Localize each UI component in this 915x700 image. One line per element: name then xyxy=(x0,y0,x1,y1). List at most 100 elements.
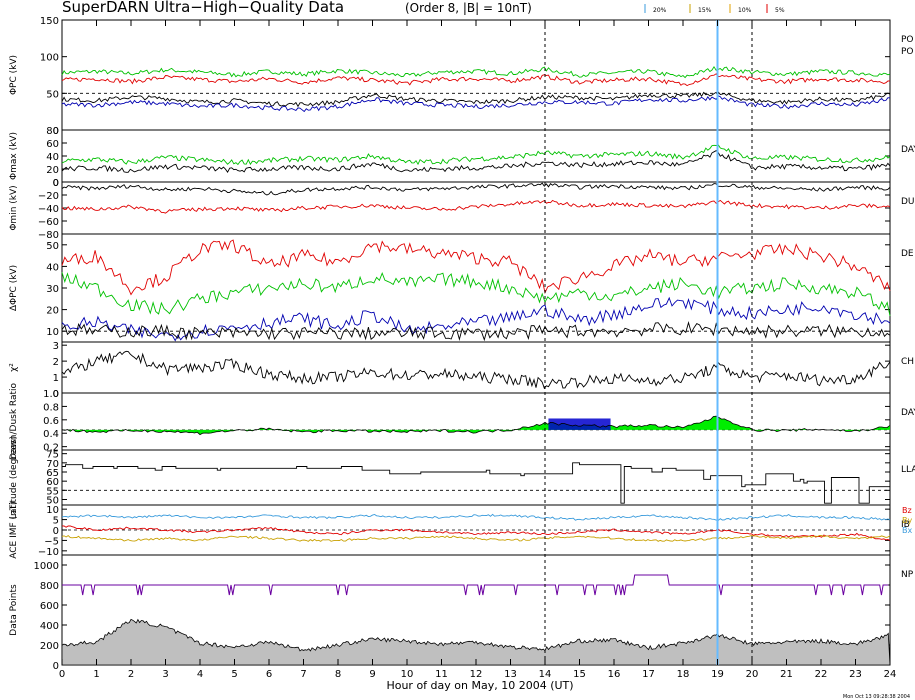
x-tick-label: 8 xyxy=(335,669,341,680)
y-tick-label: 80 xyxy=(46,126,59,137)
chart-subtitle: (Order 8, |B| = 10nT) xyxy=(405,1,532,15)
y-tick-label: 0.6 xyxy=(43,416,59,427)
x-tick-label: 20 xyxy=(746,669,759,680)
y-tick-label: −20 xyxy=(38,191,59,202)
x-tick-label: 11 xyxy=(435,669,448,680)
y-axis-label: Dawn/Dusk Ratio xyxy=(9,382,19,460)
right-label: DAY xyxy=(901,145,915,155)
y-tick-label: 10 xyxy=(46,327,59,338)
y-tick-label: 55 xyxy=(46,486,59,497)
right-label: DAY xyxy=(901,408,915,418)
y-tick-label: 20 xyxy=(46,306,59,317)
y-axis-label: ΦPC (kV) xyxy=(9,55,19,95)
y-tick-label: 200 xyxy=(40,641,59,652)
right-label: PO xyxy=(901,35,914,45)
right-label: DU xyxy=(901,197,915,207)
x-tick-label: 17 xyxy=(642,669,655,680)
y-tick-label: 0 xyxy=(53,526,59,537)
series-line xyxy=(61,182,891,196)
y-tick-label: 0 xyxy=(53,126,59,137)
y-tick-label: 40 xyxy=(46,152,59,163)
y-tick-label: 0 xyxy=(53,178,59,189)
ratio-area-fill xyxy=(62,416,890,435)
y-tick-label: 3 xyxy=(53,341,59,352)
y-tick-label: 100 xyxy=(40,53,59,64)
panel-frame xyxy=(61,19,891,131)
y-tick-label: 60 xyxy=(46,477,59,488)
x-tick-label: 12 xyxy=(470,669,483,680)
y-tick-label: 400 xyxy=(40,621,59,632)
y-tick-label: 70 xyxy=(46,459,59,470)
y-tick-label: 5 xyxy=(53,516,59,527)
y-tick-label: −60 xyxy=(38,217,59,228)
imf-label: Bz xyxy=(902,506,912,515)
y-tick-label: 30 xyxy=(46,284,59,295)
panel-pc: 150 100 50 0 ΦPC (kV) PO PO xyxy=(9,16,914,137)
legend-label: 15% xyxy=(698,7,712,14)
x-tick-label: 5 xyxy=(231,669,237,680)
y-axis-label: Φmax (kV) xyxy=(9,132,19,180)
y-tick-label: 10 xyxy=(46,505,59,516)
chart-title: SuperDARN Ultra−High−Quality Data xyxy=(62,0,344,16)
x-tick-label: 10 xyxy=(401,669,414,680)
series-line xyxy=(61,239,891,296)
y-tick-label: 50 xyxy=(46,496,59,507)
y-axis-label: ΔΦPC (kV) xyxy=(9,265,19,311)
y-tick-label: 800 xyxy=(40,581,59,592)
panel-frame xyxy=(61,129,891,183)
panel-frame xyxy=(61,341,891,394)
x-tick-label: 22 xyxy=(815,669,828,680)
y-tick-label: 0 xyxy=(53,389,59,400)
panel-max: 80 60 40 20 0 Φmax (kV) DAY xyxy=(9,126,915,189)
legend-label: 10% xyxy=(738,7,752,14)
y-axis-label: Latitude (degrees) xyxy=(9,436,19,519)
y-tick-label: 50 xyxy=(46,89,59,100)
legend-label: 5% xyxy=(775,7,785,14)
series-line xyxy=(61,144,891,166)
x-tick-label: 24 xyxy=(884,669,897,680)
x-tick-label: 19 xyxy=(711,669,724,680)
right-label: IB xyxy=(901,520,910,530)
x-axis-label: Hour of day on May, 10 2004 (UT) xyxy=(386,679,573,692)
x-tick-label: 1 xyxy=(93,669,99,680)
imf-label: By xyxy=(902,516,912,525)
y-tick-label: 1.0 xyxy=(43,389,59,400)
y-tick-label: 65 xyxy=(46,468,59,479)
series-line xyxy=(61,95,891,113)
series-line xyxy=(61,513,891,521)
right-label: LLA xyxy=(901,465,915,475)
y-axis-label: Φmin (kV) xyxy=(9,185,19,230)
series-line xyxy=(61,150,891,173)
y-tick-label: 600 xyxy=(40,601,59,612)
y-tick-label: 40 xyxy=(46,262,59,273)
ratio-blue-fill xyxy=(548,418,611,430)
x-tick-label: 0 xyxy=(59,669,65,680)
data-points-area xyxy=(61,618,891,666)
imf-label: Bx xyxy=(902,526,912,535)
y-tick-label: 150 xyxy=(40,16,59,27)
series-group xyxy=(61,65,891,666)
x-tick-label: 6 xyxy=(266,669,272,680)
y-tick-label: −40 xyxy=(38,204,59,215)
y-tick-label: 0.4 xyxy=(43,429,59,440)
y-tick-label: 1000 xyxy=(34,561,59,572)
x-tick-label: 3 xyxy=(162,669,168,680)
y-tick-label: 1 xyxy=(53,373,59,384)
series-line xyxy=(61,321,891,342)
x-tick-label: 16 xyxy=(608,669,621,680)
x-tick-label: 9 xyxy=(369,669,375,680)
series-line xyxy=(61,535,891,542)
x-tick-label: 23 xyxy=(849,669,862,680)
right-label: CH xyxy=(901,357,914,367)
y-tick-label: 60 xyxy=(46,139,59,150)
right-label: DE xyxy=(901,249,914,259)
x-tick-label: 2 xyxy=(128,669,134,680)
x-tick-label: 18 xyxy=(677,669,690,680)
y-axis-label: Data Points xyxy=(9,584,19,636)
x-tick-label: 14 xyxy=(539,669,552,680)
y-tick-label: 20 xyxy=(46,165,59,176)
right-label: NP xyxy=(901,570,914,580)
footer-timestamp: Mon Oct 13 09:28:38 2004 xyxy=(843,694,910,700)
